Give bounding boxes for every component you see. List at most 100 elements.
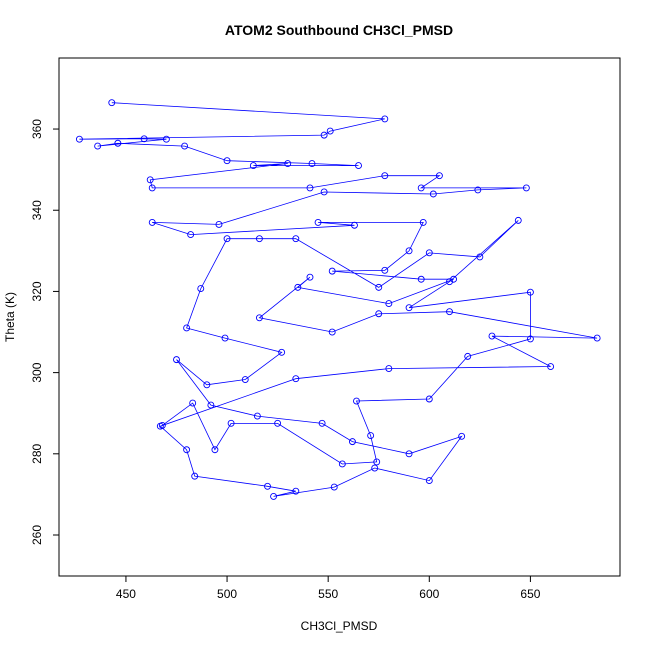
point xyxy=(264,482,271,490)
point xyxy=(306,184,314,192)
point xyxy=(381,266,389,274)
point xyxy=(446,278,453,286)
x-tick-label: 650 xyxy=(520,587,540,601)
point xyxy=(183,446,191,454)
point xyxy=(474,186,482,194)
point xyxy=(284,160,292,167)
point xyxy=(255,235,263,243)
point xyxy=(355,162,362,170)
point xyxy=(253,412,261,420)
point xyxy=(197,285,205,293)
x-tick-label: 600 xyxy=(419,587,439,601)
x-tick-label: 500 xyxy=(217,587,237,601)
point xyxy=(292,375,300,383)
point xyxy=(375,283,383,291)
point xyxy=(94,142,102,150)
point xyxy=(148,218,156,226)
point xyxy=(270,492,278,500)
point xyxy=(328,328,336,336)
point xyxy=(326,127,334,135)
point xyxy=(306,273,314,281)
point xyxy=(255,314,263,322)
point xyxy=(429,190,437,198)
point xyxy=(371,464,379,472)
point xyxy=(458,432,466,440)
point xyxy=(338,460,346,468)
point xyxy=(173,356,180,364)
point xyxy=(425,477,433,485)
point xyxy=(292,235,300,243)
point xyxy=(108,99,116,107)
point xyxy=(162,135,170,143)
x-tick-label: 450 xyxy=(116,587,136,601)
point xyxy=(419,218,427,226)
point xyxy=(417,184,425,192)
point xyxy=(526,288,534,296)
point xyxy=(375,310,383,318)
x-tick-label: 550 xyxy=(318,587,338,601)
x-axis-label: CH3Cl_PMSD xyxy=(301,619,378,633)
point xyxy=(381,115,389,123)
point xyxy=(241,376,249,383)
point xyxy=(385,365,393,373)
point xyxy=(367,432,375,439)
point xyxy=(249,162,257,170)
y-tick-label: 320 xyxy=(30,281,44,301)
point xyxy=(476,253,484,261)
point xyxy=(75,135,83,143)
point xyxy=(223,235,231,243)
point xyxy=(215,220,223,228)
point xyxy=(320,188,328,196)
point xyxy=(446,308,453,316)
point xyxy=(417,275,425,283)
point xyxy=(330,483,338,491)
point xyxy=(314,218,322,226)
point xyxy=(211,446,219,454)
plot-frame xyxy=(58,57,621,577)
chart-title: ATOM2 Southbound CH3Cl_PMSD xyxy=(225,22,453,38)
point xyxy=(308,160,316,167)
point xyxy=(148,184,156,192)
point xyxy=(294,283,302,291)
point xyxy=(593,334,601,342)
point xyxy=(373,458,381,466)
point xyxy=(514,216,522,224)
point xyxy=(221,334,229,342)
y-tick-label: 260 xyxy=(30,525,44,545)
point xyxy=(381,172,389,180)
point xyxy=(320,131,328,139)
y-axis-label: Theta (K) xyxy=(3,292,17,342)
point xyxy=(203,381,211,389)
point xyxy=(191,472,199,480)
point xyxy=(274,419,282,427)
point xyxy=(526,335,534,343)
point xyxy=(114,139,122,147)
point xyxy=(187,231,195,239)
point xyxy=(488,332,496,340)
point xyxy=(140,135,148,143)
point xyxy=(328,267,336,275)
point xyxy=(158,421,166,429)
point xyxy=(522,184,530,192)
point xyxy=(547,363,555,370)
point xyxy=(318,419,326,427)
y-tick-label: 280 xyxy=(30,443,44,463)
point xyxy=(425,249,433,257)
point xyxy=(405,450,413,458)
y-tick-label: 340 xyxy=(30,200,44,220)
point xyxy=(227,419,235,427)
point xyxy=(278,348,286,356)
point xyxy=(435,172,443,180)
y-tick-label: 360 xyxy=(30,119,44,139)
point xyxy=(425,395,433,403)
point xyxy=(207,401,215,409)
point xyxy=(181,142,189,150)
y-tick-label: 300 xyxy=(30,362,44,382)
point xyxy=(405,304,413,312)
point xyxy=(348,438,356,446)
point xyxy=(292,487,300,495)
point xyxy=(189,399,197,407)
point xyxy=(464,352,472,360)
series-line xyxy=(79,102,598,497)
